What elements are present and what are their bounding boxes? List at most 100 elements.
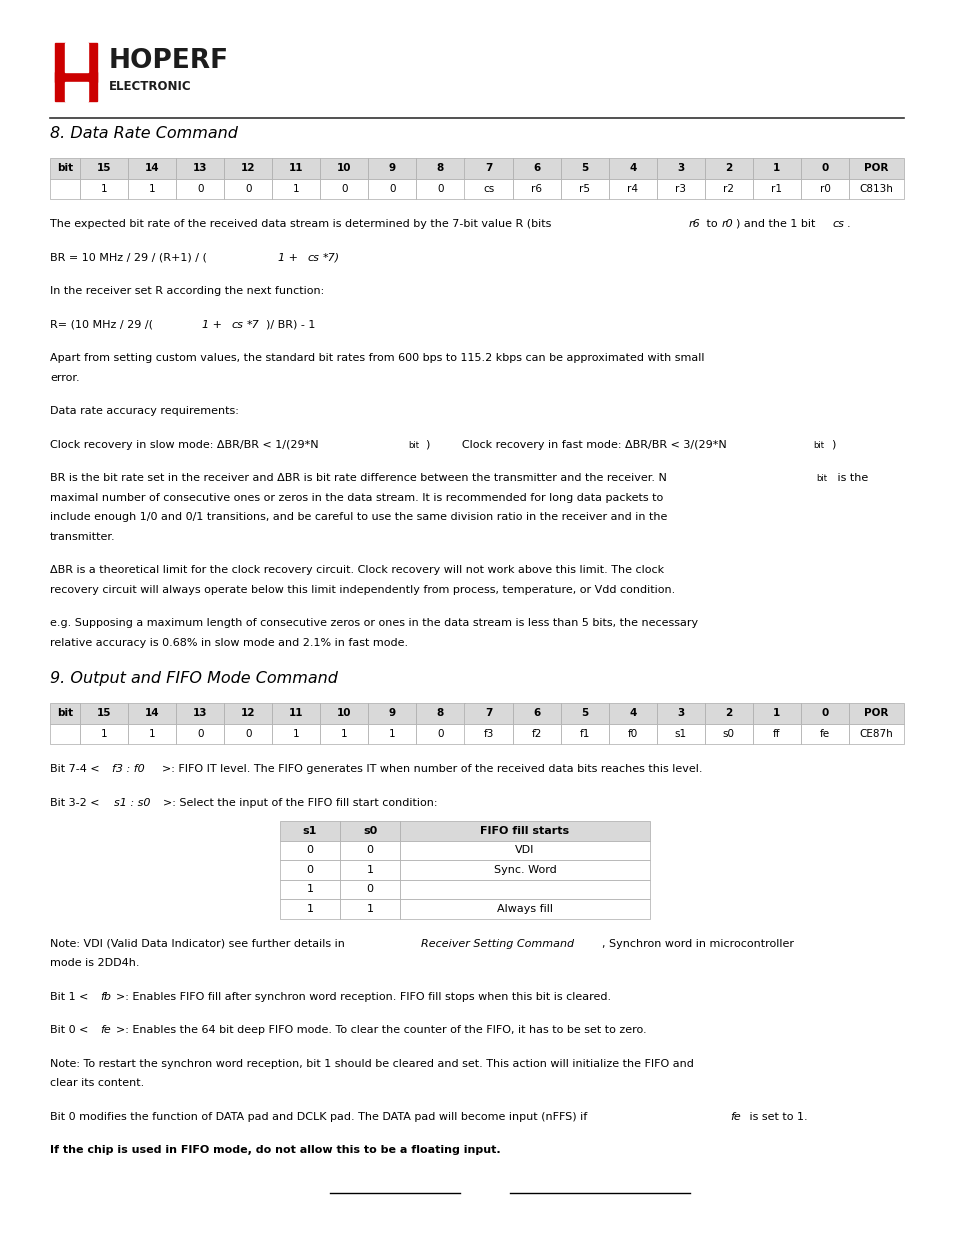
Text: 1: 1	[389, 729, 395, 739]
Text: 1 +: 1 +	[202, 320, 225, 330]
Text: s0: s0	[362, 826, 376, 836]
Text: 4: 4	[628, 163, 636, 173]
Text: 9: 9	[389, 708, 395, 719]
Text: 14: 14	[145, 708, 159, 719]
Text: r1: r1	[771, 184, 781, 194]
Text: Note: VDI (Valid Data Indicator) see further details in: Note: VDI (Valid Data Indicator) see fur…	[50, 939, 348, 948]
Text: r0: r0	[721, 219, 733, 228]
Text: 1: 1	[149, 729, 155, 739]
Bar	[280, 841, 339, 860]
Text: 9. Output and FIFO Mode Command: 9. Output and FIFO Mode Command	[50, 671, 337, 685]
Bar	[399, 821, 649, 841]
Text: f3: f3	[483, 729, 494, 739]
Text: error.: error.	[50, 373, 79, 383]
Text: 11: 11	[289, 708, 303, 719]
Text: POR: POR	[863, 163, 888, 173]
Text: VDI: VDI	[515, 845, 534, 856]
Bar	[280, 821, 339, 841]
Text: BR is the bit rate set in the receiver and ΔBR is bit rate difference between th: BR is the bit rate set in the receiver a…	[50, 473, 666, 483]
Text: 1: 1	[773, 708, 780, 719]
Text: 0: 0	[821, 708, 828, 719]
Text: 0: 0	[436, 729, 443, 739]
Bar	[272, 703, 320, 724]
Text: Bit 3-2 <: Bit 3-2 <	[50, 798, 99, 808]
Text: mode is 2DD4h.: mode is 2DD4h.	[50, 958, 139, 968]
Bar	[280, 879, 339, 899]
Bar	[128, 179, 176, 199]
Bar	[128, 724, 176, 743]
Text: r0: r0	[819, 184, 829, 194]
Bar	[704, 724, 752, 743]
Bar	[752, 158, 801, 179]
Text: >: FIFO IT level. The FIFO generates IT when number of the received data bits re: >: FIFO IT level. The FIFO generates IT …	[162, 764, 701, 774]
Bar	[848, 724, 903, 743]
Bar	[320, 703, 368, 724]
Text: 0: 0	[245, 184, 252, 194]
Text: )/ BR) - 1: )/ BR) - 1	[266, 320, 315, 330]
Text: fe: fe	[729, 1112, 740, 1121]
Text: Bit 7-4 <: Bit 7-4 <	[50, 764, 99, 774]
Text: 10: 10	[336, 163, 352, 173]
Bar	[608, 158, 656, 179]
Text: HOPERF: HOPERF	[109, 48, 229, 74]
Text: bit: bit	[812, 441, 823, 450]
Text: transmitter.: transmitter.	[50, 531, 115, 541]
Bar	[128, 158, 176, 179]
Bar	[752, 724, 801, 743]
Bar	[560, 179, 608, 199]
Text: f2: f2	[531, 729, 541, 739]
Text: f0: f0	[627, 729, 638, 739]
Bar	[50, 724, 80, 743]
Text: Note: To restart the synchron word reception, bit 1 should be cleared and set. T: Note: To restart the synchron word recep…	[50, 1058, 693, 1068]
Bar	[464, 724, 512, 743]
Text: r6: r6	[531, 184, 541, 194]
Bar	[399, 860, 649, 879]
Text: 3: 3	[677, 163, 683, 173]
Text: 3: 3	[677, 708, 683, 719]
Text: 1: 1	[306, 904, 314, 914]
Text: The expected bit rate of the received data stream is determined by the 7-bit val: The expected bit rate of the received da…	[50, 219, 555, 228]
Text: CE87h: CE87h	[859, 729, 892, 739]
Bar	[339, 860, 399, 879]
Text: fe: fe	[100, 1025, 111, 1035]
Text: ELECTRONIC: ELECTRONIC	[109, 80, 192, 94]
Bar	[368, 724, 416, 743]
Bar	[55, 72, 97, 82]
Text: s1 : s0: s1 : s0	[113, 798, 151, 808]
Bar	[801, 703, 848, 724]
Text: 0: 0	[436, 184, 443, 194]
Text: s1: s1	[302, 826, 316, 836]
Bar	[280, 899, 339, 919]
Text: 1: 1	[101, 184, 108, 194]
Text: r4: r4	[626, 184, 638, 194]
Text: is the: is the	[833, 473, 867, 483]
Bar	[65, 82, 88, 101]
Bar	[320, 724, 368, 743]
Bar	[339, 821, 399, 841]
Bar	[80, 158, 128, 179]
Bar	[512, 158, 560, 179]
Bar	[339, 899, 399, 919]
Text: 6: 6	[533, 163, 539, 173]
Bar	[272, 724, 320, 743]
Text: BR = 10 MHz / 29 / (R+1) / (: BR = 10 MHz / 29 / (R+1) / (	[50, 252, 207, 263]
Bar	[272, 158, 320, 179]
Bar	[704, 158, 752, 179]
Text: In the receiver set R according the next function:: In the receiver set R according the next…	[50, 287, 324, 296]
Text: 0: 0	[366, 845, 374, 856]
Text: 1: 1	[306, 884, 314, 894]
Bar	[50, 703, 80, 724]
Text: 12: 12	[241, 163, 255, 173]
Text: ) and the 1 bit: ) and the 1 bit	[736, 219, 819, 228]
Text: 12: 12	[241, 708, 255, 719]
Text: r6: r6	[688, 219, 700, 228]
Bar	[272, 179, 320, 199]
Text: e.g. Supposing a maximum length of consecutive zeros or ones in the data stream : e.g. Supposing a maximum length of conse…	[50, 618, 698, 629]
Text: 0: 0	[306, 845, 314, 856]
Text: ): )	[830, 440, 835, 450]
Text: 8. Data Rate Command: 8. Data Rate Command	[50, 126, 237, 141]
Text: 1: 1	[149, 184, 155, 194]
Text: 1: 1	[293, 729, 299, 739]
Bar	[752, 179, 801, 199]
Bar	[416, 703, 464, 724]
